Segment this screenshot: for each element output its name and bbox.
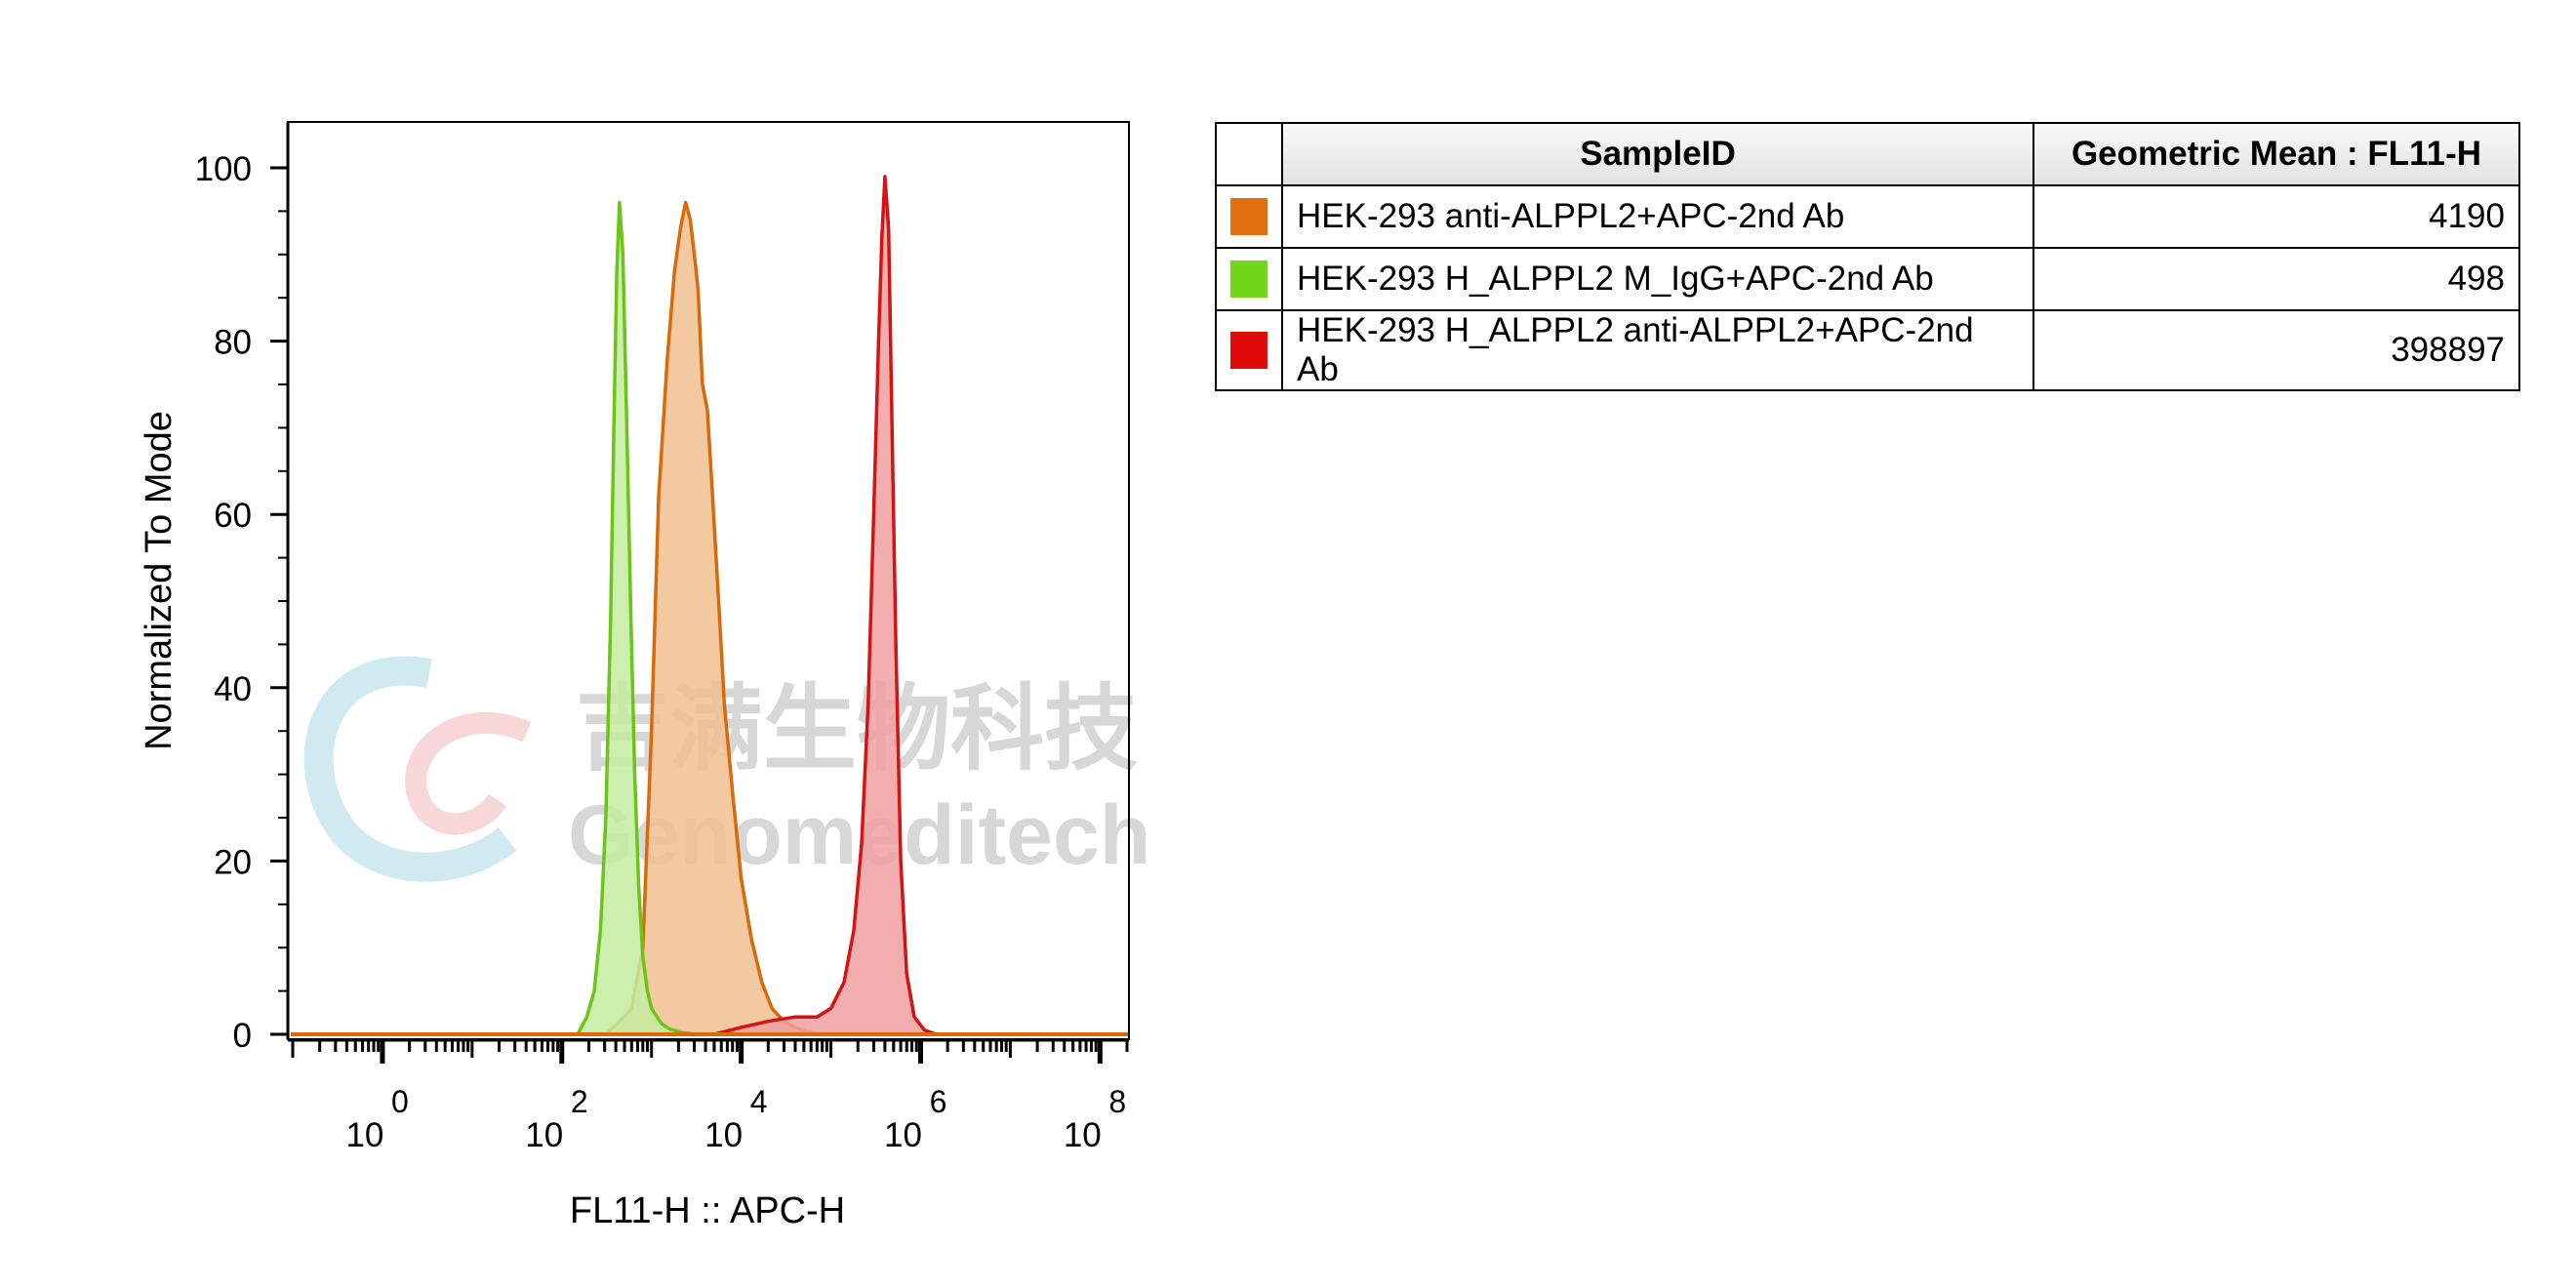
x-tick-exponent: 0 [391, 1084, 409, 1119]
x-tick-exponent: 8 [1108, 1084, 1126, 1119]
legend-header-row: SampleID Geometric Mean : FL11-H [1215, 122, 2520, 186]
x-axis-label: FL11-H :: APC-H [570, 1190, 845, 1231]
y-axis: 0 20 40 60 80 100 [195, 122, 290, 1055]
series-area-0 [604, 202, 823, 1034]
series-area-2 [714, 176, 937, 1034]
series-layer [291, 175, 1129, 1036]
y-tick-label: 0 [233, 1017, 252, 1055]
legend-header-swatch [1215, 122, 1283, 186]
series-line-2 [713, 175, 938, 1036]
x-tick-label: 10 [1064, 1116, 1102, 1154]
x-tick-exponent: 4 [750, 1084, 768, 1119]
legend-swatch-cell [1215, 184, 1283, 249]
y-tick-label: 60 [214, 497, 252, 535]
x-tick-label: 10 [884, 1116, 922, 1154]
legend-sampleid: HEK-293 H_ALPPL2 anti-ALPPL2+APC-2nd Ab [1281, 309, 2034, 391]
y-tick-label: 20 [214, 843, 252, 881]
legend-swatch [1230, 198, 1268, 235]
watermark-logo-arc [303, 656, 517, 882]
legend-header-sampleid: SampleID [1281, 122, 2034, 186]
legend-gmean: 498 [2033, 247, 2520, 311]
legend-sampleid: HEK-293 H_ALPPL2 M_IgG+APC-2nd Ab [1281, 247, 2034, 311]
x-tick-exponent: 2 [571, 1084, 588, 1119]
legend-table: SampleID Geometric Mean : FL11-H HEK-293… [1215, 122, 2520, 391]
y-axis-label: Normalized To Mode [139, 411, 180, 750]
watermark-logo-swirl [405, 711, 532, 835]
y-tick-label: 40 [214, 670, 252, 708]
x-tick-label: 10 [704, 1116, 743, 1154]
legend-swatch [1230, 332, 1268, 369]
legend-gmean: 398897 [2033, 309, 2520, 391]
y-tick-label: 80 [214, 324, 252, 362]
series-area-1 [578, 202, 698, 1034]
legend-gmean: 4190 [2033, 184, 2520, 249]
legend-row: HEK-293 H_ALPPL2 M_IgG+APC-2nd Ab 498 [1215, 247, 2520, 311]
series-line-0 [603, 200, 823, 1036]
legend-row: HEK-293 H_ALPPL2 anti-ALPPL2+APC-2nd Ab 3… [1215, 309, 2520, 391]
x-tick-label: 10 [345, 1116, 383, 1154]
y-tick-label: 100 [195, 150, 252, 188]
x-tick-exponent: 6 [930, 1084, 947, 1119]
legend-body: HEK-293 anti-ALPPL2+APC-2nd Ab 4190 HEK-29… [1215, 184, 2520, 391]
legend-row: HEK-293 anti-ALPPL2+APC-2nd Ab 4190 [1215, 184, 2520, 249]
x-tick-label: 10 [525, 1116, 563, 1154]
legend-sampleid: HEK-293 anti-ALPPL2+APC-2nd Ab [1281, 184, 2034, 249]
legend-swatch-cell [1215, 247, 1283, 311]
legend-swatch-cell [1215, 309, 1283, 391]
legend-header-gmean: Geometric Mean : FL11-H [2033, 122, 2520, 186]
series-line-1 [576, 200, 698, 1036]
legend-swatch [1230, 261, 1268, 298]
